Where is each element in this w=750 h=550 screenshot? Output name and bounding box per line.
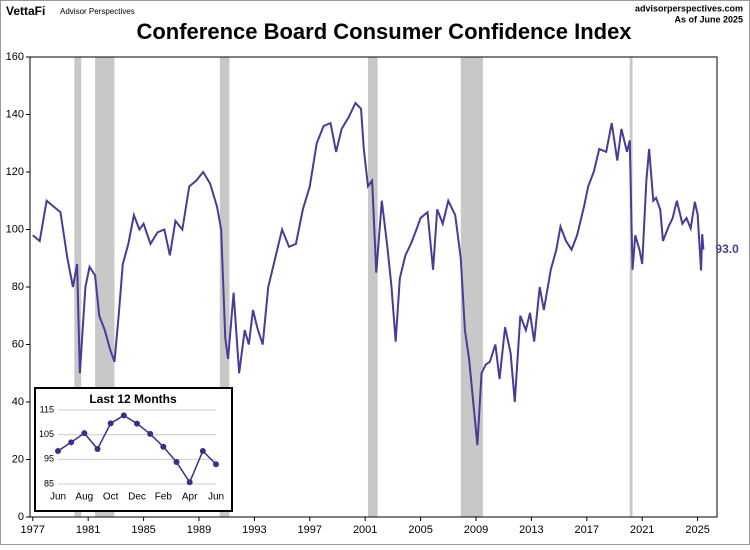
recession-band	[367, 57, 378, 517]
y-tick-label: 160	[6, 51, 24, 63]
x-tick-label: 2017	[575, 524, 599, 536]
x-tick-label: 2013	[519, 524, 543, 536]
y-tick-label: 140	[6, 108, 24, 120]
x-tick-label: 2005	[408, 524, 432, 536]
x-tick-label: 1997	[298, 524, 322, 536]
x-tick-label: 2021	[630, 524, 654, 536]
chart-title: Conference Board Consumer Confidence Ind…	[136, 19, 632, 44]
point	[147, 430, 154, 437]
x-tick-label: 2001	[353, 524, 377, 536]
x-tick-label: Jun	[208, 492, 224, 503]
x-tick-label: 1981	[76, 524, 100, 536]
point	[81, 430, 88, 437]
site: advisorperspectives.com	[635, 3, 743, 13]
x-tick-label: Jun	[50, 492, 66, 503]
y-tick-label: 85	[44, 478, 54, 488]
x-tick-label: Feb	[155, 492, 173, 503]
x-tick-label: Apr	[182, 492, 198, 503]
y-tick-label: 60	[12, 338, 24, 350]
as-of: As of June 2025	[674, 14, 743, 24]
recession-band	[629, 57, 633, 517]
inset-panel	[34, 387, 233, 512]
x-tick-label: Aug	[75, 492, 93, 503]
y-tick-label: 20	[12, 453, 24, 465]
x-tick-label: 1985	[131, 524, 155, 536]
point	[68, 439, 75, 446]
point	[55, 447, 61, 454]
point	[160, 443, 167, 450]
inset-title: Last 12 Months	[89, 392, 177, 406]
y-tick-label: 100	[6, 223, 24, 235]
y-tick-label: 105	[39, 429, 54, 439]
brand-sub: Advisor Perspectives	[60, 7, 135, 16]
recession-band	[219, 57, 230, 517]
point	[120, 412, 127, 419]
x-tick-label: 1989	[187, 524, 211, 536]
brand: VettaFi	[6, 4, 45, 18]
y-tick-label: 95	[44, 454, 54, 464]
point	[134, 420, 140, 427]
x-tick-label: 2025	[685, 524, 709, 536]
point	[107, 420, 114, 427]
y-tick-label: 40	[12, 396, 24, 408]
y-tick-label: 115	[40, 404, 54, 414]
x-tick-label: 1977	[21, 524, 45, 536]
value-label: 93.0	[715, 242, 739, 256]
x-tick-label: Dec	[128, 492, 146, 503]
point	[173, 459, 180, 466]
y-tick-label: 80	[12, 281, 24, 293]
recession-band	[460, 57, 483, 517]
x-tick-label: 2009	[464, 524, 488, 536]
y-tick-label: 0	[18, 511, 24, 523]
point	[213, 461, 219, 468]
y-tick-label: 120	[6, 166, 24, 178]
x-tick-label: Oct	[103, 492, 119, 503]
point	[94, 445, 101, 452]
x-tick-label: 1993	[242, 524, 266, 536]
series-line	[32, 101, 705, 446]
point	[199, 447, 206, 454]
point	[186, 479, 193, 486]
